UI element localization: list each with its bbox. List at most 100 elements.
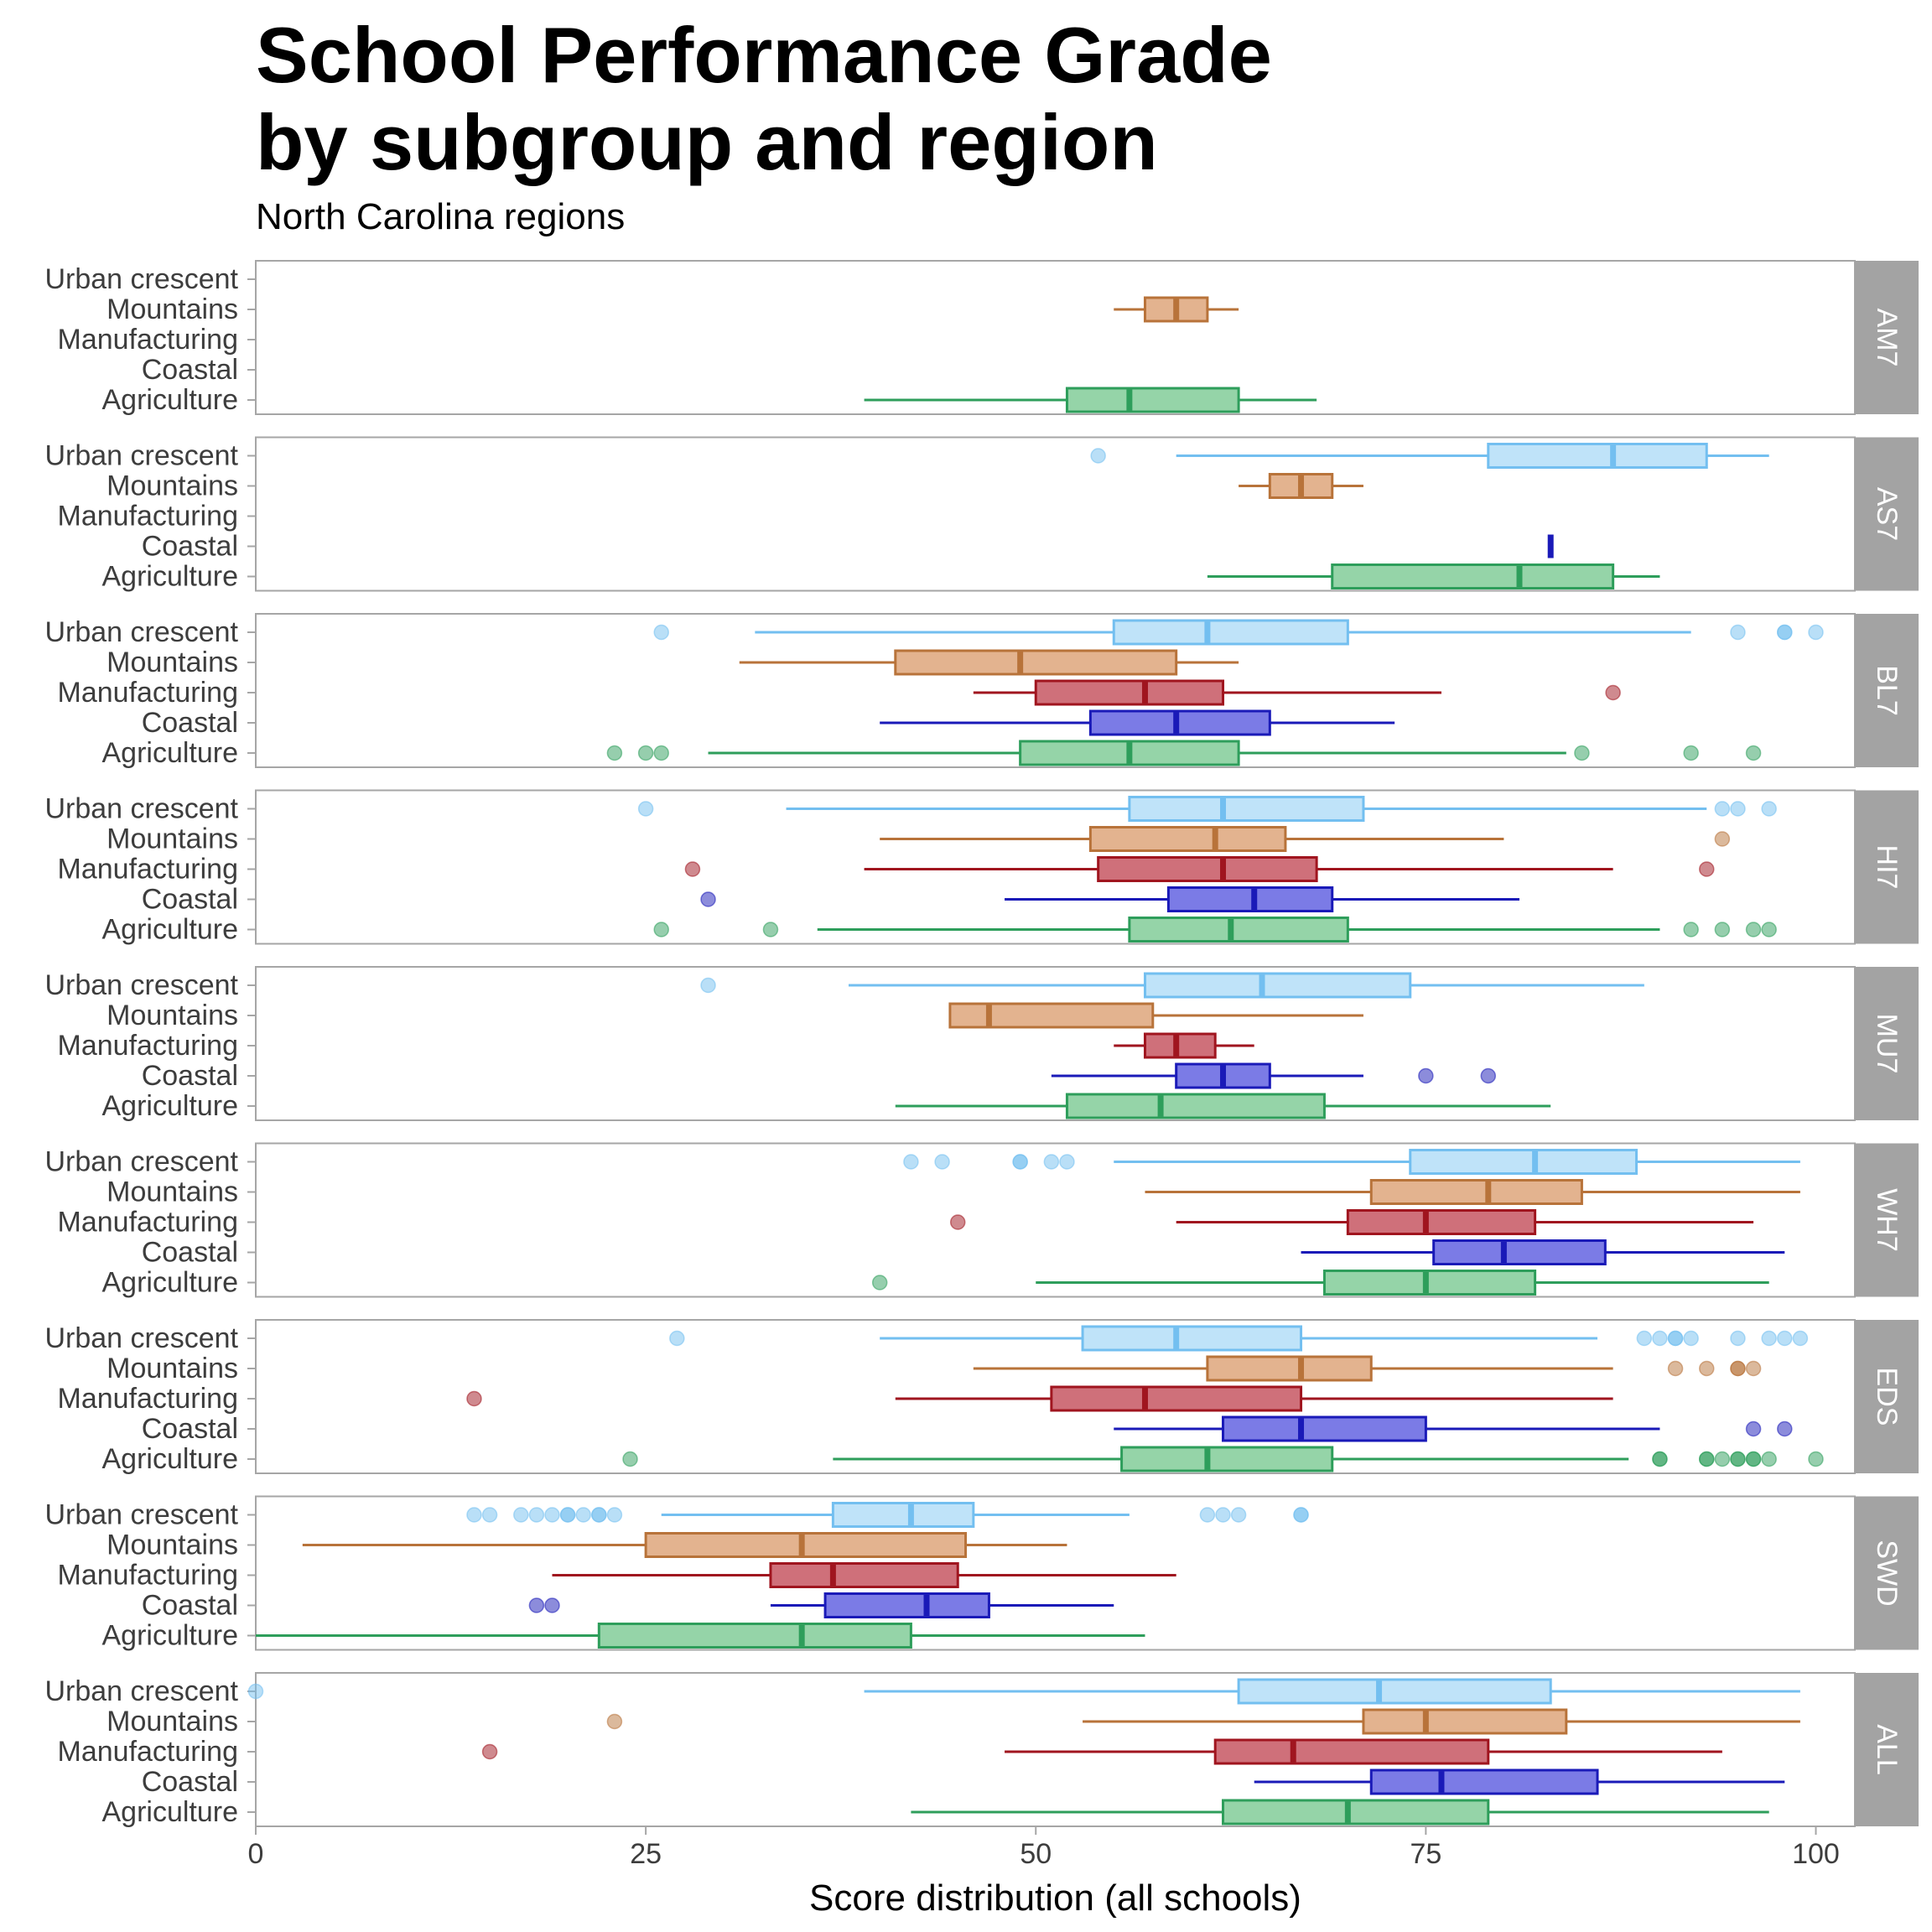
facet-panel-swd: SWD Urban crescentMountainsManufacturingC… bbox=[44, 1495, 1919, 1652]
iqr-box bbox=[1088, 826, 1287, 852]
outlier-point bbox=[1714, 801, 1731, 817]
box-urban-crescent bbox=[653, 619, 1824, 646]
iqr-box bbox=[1065, 1093, 1326, 1119]
y-tick-label: Agriculture bbox=[101, 737, 238, 769]
outlier-point bbox=[934, 1154, 950, 1170]
iqr-box bbox=[644, 1532, 968, 1558]
facet-strip bbox=[1855, 1320, 1919, 1473]
y-tick-label: Agriculture bbox=[101, 1267, 238, 1299]
iqr-box bbox=[1432, 1239, 1607, 1265]
iqr-box bbox=[1206, 1355, 1373, 1382]
iqr-box bbox=[1487, 443, 1708, 469]
outlier-point bbox=[1059, 1154, 1075, 1170]
box-manufacturing bbox=[949, 1209, 1754, 1235]
y-tick-label: Urban crescent bbox=[44, 440, 238, 472]
box-agriculture bbox=[1207, 564, 1660, 589]
box-urban-crescent bbox=[247, 1678, 1800, 1705]
outlier-point bbox=[575, 1507, 591, 1523]
y-tick-label: Mountains bbox=[106, 1353, 238, 1384]
outlier-point bbox=[1230, 1507, 1247, 1523]
outlier-point bbox=[653, 745, 669, 761]
iqr-box bbox=[1128, 796, 1365, 822]
box-agriculture bbox=[871, 1270, 1769, 1296]
outlier-point bbox=[1667, 1360, 1684, 1377]
y-tick-label: Manufacturing bbox=[58, 1383, 238, 1415]
box-manufacturing bbox=[552, 1562, 1176, 1588]
iqr-box bbox=[823, 1592, 990, 1618]
outlier-point bbox=[606, 1507, 623, 1523]
chart-title-line-1: School Performance Grade bbox=[256, 11, 1272, 99]
outlier-point bbox=[1043, 1154, 1060, 1170]
outlier-point bbox=[481, 1743, 498, 1760]
iqr-box bbox=[1065, 387, 1240, 413]
panel-border bbox=[255, 789, 1856, 945]
facet-strip bbox=[1855, 614, 1919, 767]
iqr-box bbox=[1331, 564, 1615, 589]
x-tick-label: 25 bbox=[630, 1838, 662, 1870]
y-tick-label: Agriculture bbox=[101, 384, 238, 416]
y-tick-label: Mountains bbox=[106, 1530, 238, 1561]
box-agriculture bbox=[895, 1093, 1551, 1119]
box-agriculture bbox=[653, 917, 1777, 943]
box-mountains bbox=[1145, 1179, 1800, 1205]
outlier-point bbox=[1199, 1507, 1216, 1523]
y-tick-label: Mountains bbox=[106, 823, 238, 855]
outlier-point bbox=[606, 1713, 623, 1730]
outlier-point bbox=[684, 861, 701, 877]
outlier-point bbox=[1418, 1067, 1434, 1084]
box-manufacturing bbox=[481, 1738, 1722, 1765]
outlier-point bbox=[1745, 1420, 1762, 1437]
outlier-point bbox=[1777, 624, 1793, 641]
y-tick-label: Coastal bbox=[142, 1766, 238, 1798]
outlier-point bbox=[1761, 1451, 1777, 1467]
y-tick-label: Urban crescent bbox=[44, 793, 238, 825]
outlier-point bbox=[1574, 745, 1590, 761]
x-axis: 0 25 50 75 100 Score distribution (all school… bbox=[248, 1826, 1840, 1919]
iqr-box bbox=[1369, 1768, 1599, 1795]
outlier-point bbox=[1636, 1330, 1653, 1347]
y-tick-label: Coastal bbox=[142, 1237, 238, 1269]
x-tick-label: 50 bbox=[1020, 1838, 1052, 1870]
y-tick-label: Manufacturing bbox=[58, 854, 238, 886]
iqr-box bbox=[1112, 619, 1349, 646]
iqr-box bbox=[1081, 1325, 1303, 1352]
box-agriculture bbox=[622, 1446, 1824, 1472]
box-coastal bbox=[1254, 1768, 1785, 1795]
box-urban-crescent bbox=[1090, 443, 1769, 469]
outlier-point bbox=[1808, 1451, 1824, 1467]
facet-panel-mu7: MU7 Urban crescentMountainsManufacturingC… bbox=[44, 966, 1919, 1122]
box-agriculture bbox=[606, 740, 1762, 766]
outlier-point bbox=[1090, 448, 1106, 464]
chart-title-line-2: by subgroup and region bbox=[256, 98, 1158, 186]
iqr-box bbox=[597, 1623, 912, 1649]
y-tick-label: Mountains bbox=[106, 647, 238, 678]
outlier-point bbox=[1012, 1154, 1028, 1170]
y-tick-label: Manufacturing bbox=[58, 1030, 238, 1062]
outlier-point bbox=[653, 922, 669, 937]
outlier-point bbox=[1745, 1451, 1762, 1467]
y-tick-label: Manufacturing bbox=[58, 501, 238, 532]
box-urban-crescent bbox=[637, 796, 1777, 822]
facet-panel-wh7: WH7 Urban crescentMountainsManufacturingC… bbox=[44, 1142, 1919, 1299]
outlier-point bbox=[1699, 1451, 1715, 1467]
outlier-point bbox=[1792, 1330, 1809, 1347]
outlier-point bbox=[622, 1451, 638, 1467]
outlier-point bbox=[1745, 1360, 1762, 1377]
x-tick-label: 0 bbox=[248, 1838, 264, 1870]
outlier-point bbox=[1699, 1360, 1715, 1377]
box-coastal bbox=[1301, 1239, 1785, 1265]
iqr-box bbox=[894, 649, 1178, 676]
box-mountains bbox=[606, 1708, 1800, 1735]
outlier-point bbox=[1745, 745, 1762, 761]
outlier-point bbox=[1730, 1360, 1746, 1377]
y-tick-label: Urban crescent bbox=[44, 263, 238, 295]
y-tick-label: Mountains bbox=[106, 1176, 238, 1208]
iqr-box bbox=[1222, 1799, 1490, 1826]
iqr-box bbox=[1237, 1678, 1552, 1705]
outlier-point bbox=[1761, 801, 1777, 817]
box-mountains bbox=[973, 1355, 1762, 1382]
facet-panel-bl7: BL7 Urban crescentMountainsManufacturingC… bbox=[44, 613, 1919, 769]
outlier-point bbox=[949, 1214, 966, 1230]
facet-panel-am7: AM7 Urban crescentMountainsManufacturingC… bbox=[44, 260, 1919, 416]
y-tick-label: Urban crescent bbox=[44, 1146, 238, 1178]
